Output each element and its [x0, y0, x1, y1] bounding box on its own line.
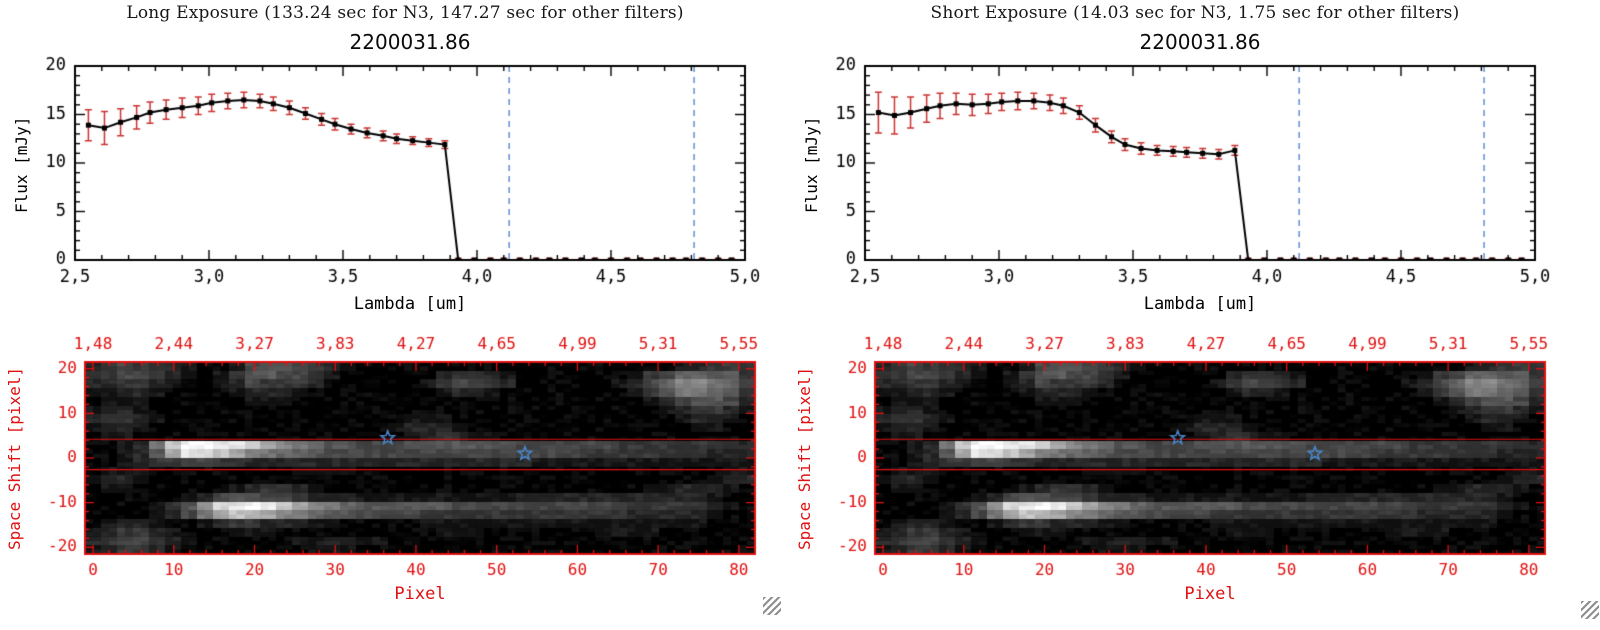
spectral-image-chart-short [790, 328, 1590, 588]
long-exposure-heading: Long Exposure (133.24 sec for N3, 147.27… [126, 3, 684, 23]
flux-axis-label-short: Flux [mJy] [802, 116, 821, 214]
flux-spectrum-chart-long [0, 56, 800, 306]
short-exposure-heading: Short Exposure (14.03 sec for N3, 1.75 s… [930, 3, 1460, 23]
lambda-axis-label-short: Lambda [um] [1143, 294, 1257, 314]
flux-axis-label-long: Flux [mJy] [12, 116, 31, 214]
pixel-axis-label-long: Pixel [394, 584, 446, 604]
resize-grip[interactable] [763, 597, 781, 615]
target-id-title-long: 2200031.86 [349, 30, 471, 54]
lambda-axis-label-long: Lambda [um] [353, 294, 467, 314]
pixel-axis-label-short: Pixel [1184, 584, 1236, 604]
space-shift-axis-label-short: Space Shift [pixel] [795, 366, 814, 550]
spectral-image-chart-long [0, 328, 800, 588]
resize-grip[interactable] [1581, 601, 1599, 619]
flux-spectrum-chart-short [790, 56, 1590, 306]
target-id-title-short: 2200031.86 [1139, 30, 1261, 54]
panel-short-exposure: Short Exposure (14.03 sec for N3, 1.75 s… [790, 0, 1600, 630]
panel-long-exposure: Long Exposure (133.24 sec for N3, 147.27… [0, 3, 800, 615]
space-shift-axis-label-long: Space Shift [pixel] [5, 366, 24, 550]
